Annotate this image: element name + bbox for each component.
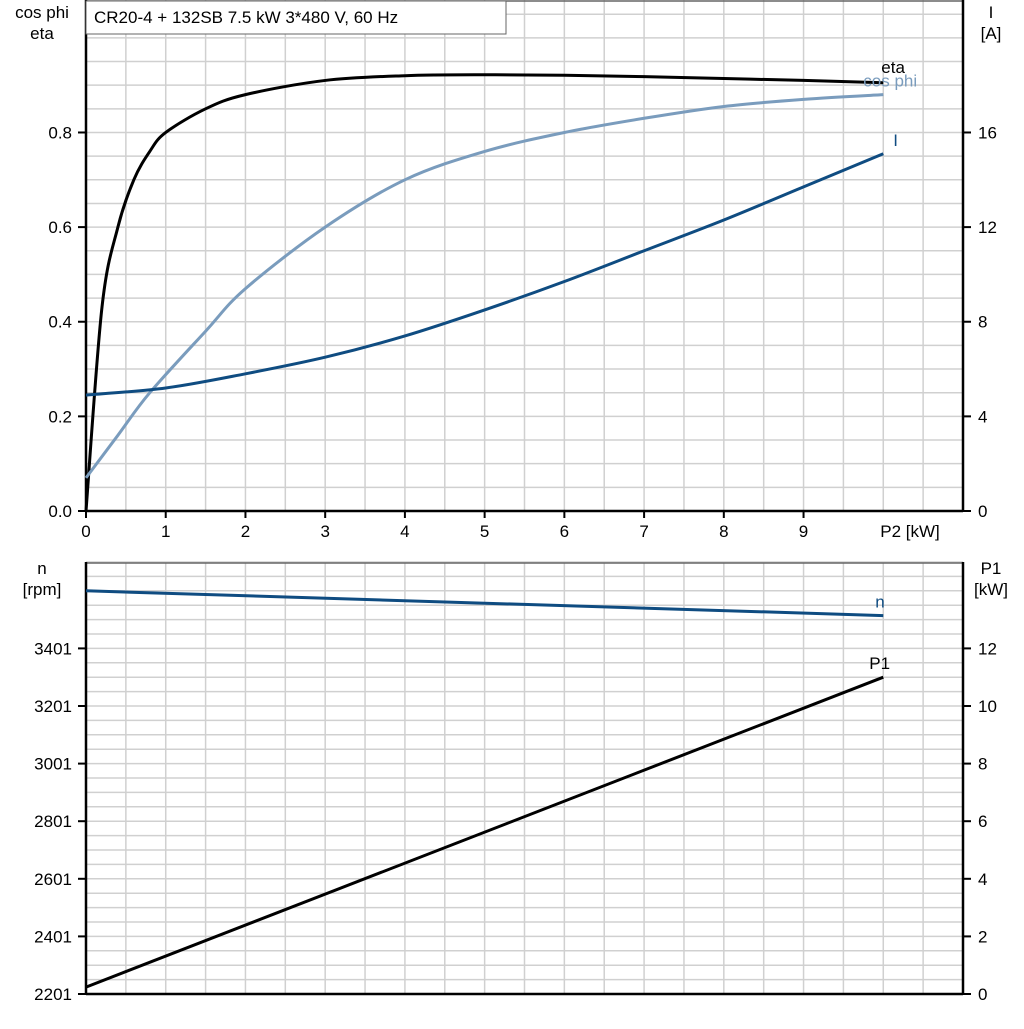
y-left-axis-label: cos phi bbox=[15, 3, 69, 22]
x-axis-label: P2 [kW] bbox=[880, 522, 940, 541]
y-left-tick-label: 0.2 bbox=[48, 407, 72, 426]
series-line-eta bbox=[84, 73, 884, 512]
y-left-tick-label: 2401 bbox=[34, 927, 72, 946]
series-line-I bbox=[85, 152, 884, 397]
y-left-tick-label: 0.8 bbox=[48, 123, 72, 142]
y-right-tick-label: 0 bbox=[978, 502, 987, 521]
series-line-P1 bbox=[85, 675, 884, 989]
y-left-tick-label: 0.0 bbox=[48, 502, 72, 521]
x-tick-label: 2 bbox=[241, 522, 250, 541]
y-left-axis-label: [rpm] bbox=[23, 580, 62, 599]
y-right-tick-label: 8 bbox=[978, 313, 987, 332]
x-tick-label: 7 bbox=[639, 522, 648, 541]
y-left-tick-label: 2601 bbox=[34, 870, 72, 889]
chart-title: CR20-4 + 132SB 7.5 kW 3*480 V, 60 Hz bbox=[94, 8, 398, 27]
y-left-tick-label: 3201 bbox=[34, 697, 72, 716]
series-line-cos-phi bbox=[84, 93, 884, 479]
x-tick-label: 4 bbox=[400, 522, 409, 541]
series-label-I: I bbox=[893, 131, 898, 150]
x-tick-label: 1 bbox=[161, 522, 170, 541]
series-label-P1: P1 bbox=[869, 654, 890, 673]
y-right-axis-label: P1 bbox=[981, 559, 1002, 578]
x-tick-label: 0 bbox=[81, 522, 90, 541]
x-tick-label: 6 bbox=[560, 522, 569, 541]
x-tick-label: 3 bbox=[320, 522, 329, 541]
series-label-cos-phi: cos phi bbox=[863, 72, 917, 91]
x-tick-label: 8 bbox=[719, 522, 728, 541]
y-right-axis-label: [A] bbox=[981, 24, 1002, 43]
y-left-tick-label: 0.4 bbox=[48, 313, 72, 332]
x-tick-label: 5 bbox=[480, 522, 489, 541]
y-right-tick-label: 12 bbox=[978, 639, 997, 658]
y-right-tick-label: 16 bbox=[978, 123, 997, 142]
y-left-tick-label: 3001 bbox=[34, 755, 72, 774]
series-line-n bbox=[85, 589, 884, 618]
y-right-axis-label: [kW] bbox=[974, 580, 1008, 599]
y-right-tick-label: 4 bbox=[978, 407, 987, 426]
y-right-tick-label: 2 bbox=[978, 927, 987, 946]
y-left-tick-label: 2201 bbox=[34, 985, 72, 1004]
y-left-tick-label: 3401 bbox=[34, 639, 72, 658]
series-label-n: n bbox=[875, 593, 884, 612]
y-right-tick-label: 8 bbox=[978, 755, 987, 774]
y-left-axis-label: n bbox=[37, 559, 46, 578]
series-label-eta: eta bbox=[881, 58, 905, 77]
y-left-tick-label: 0.6 bbox=[48, 218, 72, 237]
y-left-tick-label: 2801 bbox=[34, 812, 72, 831]
y-right-tick-label: 4 bbox=[978, 870, 987, 889]
y-right-tick-label: 6 bbox=[978, 812, 987, 831]
title-box bbox=[85, 0, 507, 35]
y-right-tick-label: 10 bbox=[978, 697, 997, 716]
y-left-axis-label: eta bbox=[30, 24, 54, 43]
y-right-tick-label: 12 bbox=[978, 218, 997, 237]
y-right-tick-label: 0 bbox=[978, 985, 987, 1004]
x-tick-label: 9 bbox=[799, 522, 808, 541]
y-right-axis-label: I bbox=[989, 3, 994, 22]
